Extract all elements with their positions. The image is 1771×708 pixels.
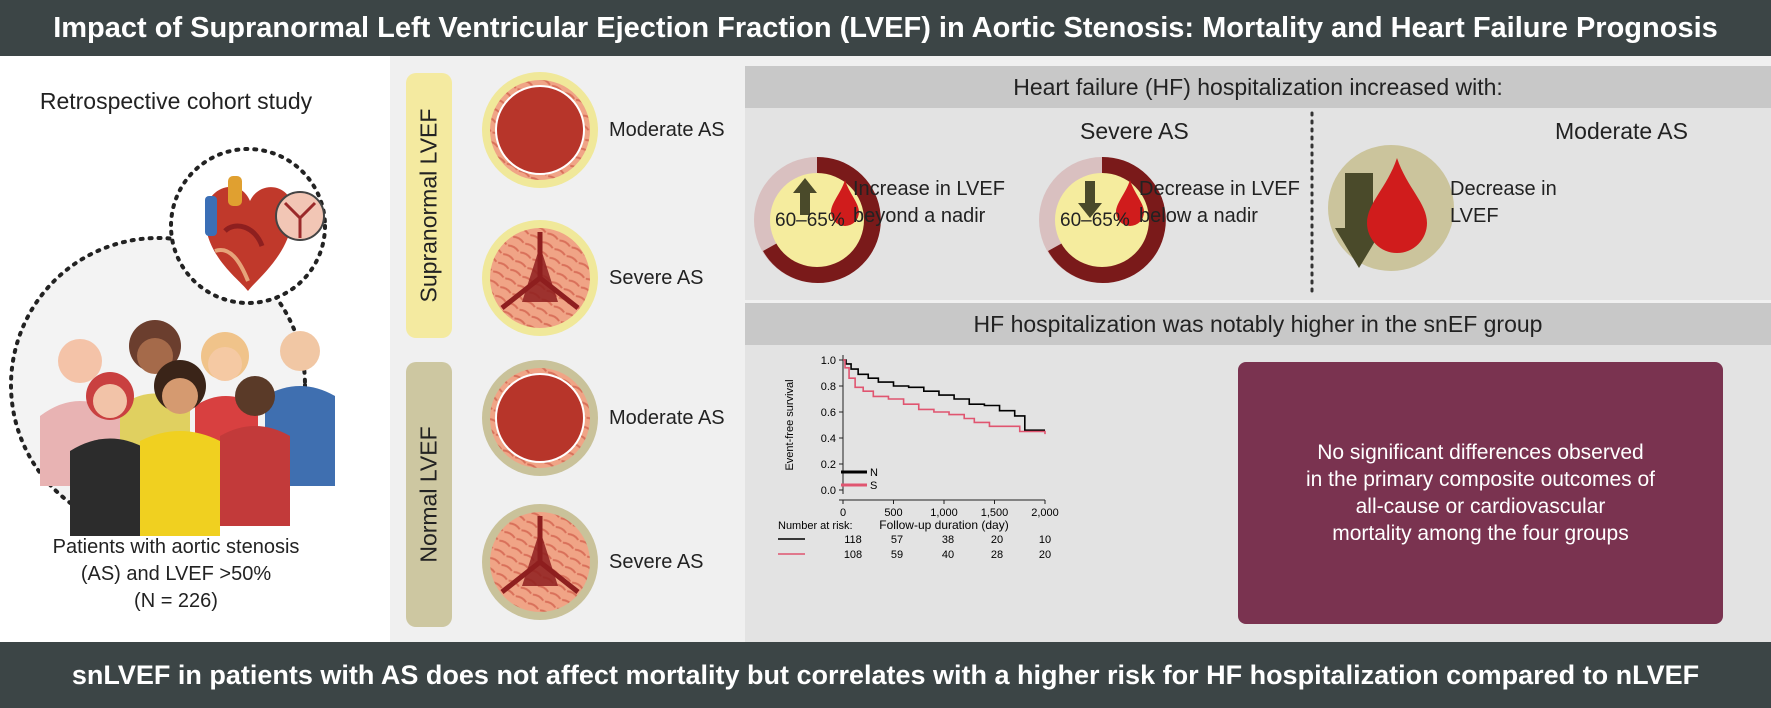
x-tick-label: 2,000 bbox=[1031, 507, 1059, 519]
valve-groups-panel: Supranormal LVEF Normal LVEF bbox=[390, 56, 820, 642]
risk-value: 38 bbox=[942, 534, 954, 546]
risk-value: 10 bbox=[1039, 534, 1051, 546]
valve-label-severe: Severe AS bbox=[609, 551, 704, 573]
risk-value: 57 bbox=[891, 534, 903, 546]
x-axis-label: Follow-up duration (day) bbox=[879, 518, 1008, 532]
risk-value: 118 bbox=[844, 534, 862, 546]
donut-decrease-icon bbox=[1039, 156, 1166, 283]
increase-desc: Increase in LVEF beyond a nadir bbox=[853, 176, 1005, 230]
patients-illustration bbox=[9, 147, 335, 536]
note-line: mortality among the four groups bbox=[1332, 522, 1629, 545]
risk-value: 108 bbox=[844, 549, 862, 561]
decrease-desc-line: below a nadir bbox=[1139, 205, 1258, 227]
km-header: HF hospitalization was notably higher in… bbox=[745, 303, 1771, 345]
cohort-panel: Retrospective cohort study bbox=[0, 56, 390, 642]
legend-label-n: N bbox=[870, 467, 878, 479]
hf-donuts bbox=[754, 111, 1454, 298]
y-tick-label: 0.6 bbox=[821, 407, 836, 419]
cohort-caption-line: (N = 226) bbox=[134, 590, 218, 612]
valve-illustrations bbox=[482, 72, 598, 620]
hf-increase-panel: Severe AS Moderate AS bbox=[745, 108, 1771, 300]
cohort-caption: Patients with aortic stenosis (AS) and L… bbox=[0, 534, 352, 615]
cohort-caption-line: (AS) and LVEF >50% bbox=[80, 563, 272, 585]
number-at-risk-label: Number at risk: bbox=[778, 520, 853, 532]
moderate-as-title: Moderate AS bbox=[1555, 118, 1688, 144]
people-group bbox=[40, 320, 335, 536]
severe-as-title: Severe AS bbox=[1080, 118, 1189, 144]
page-title: Impact of Supranormal Left Ventricular E… bbox=[0, 0, 1771, 56]
x-tick-label: 1,500 bbox=[981, 507, 1009, 519]
moderate-decrease-line: LVEF bbox=[1450, 205, 1499, 227]
risk-value: 59 bbox=[891, 549, 903, 561]
x-tick-label: 0 bbox=[840, 507, 846, 519]
km-chart: 0.0 0.2 0.4 0.6 0.8 1.0 0 500 1,000 1,500 2,000 Eve… bbox=[778, 355, 1059, 561]
note-line: all-cause or cardiovascular bbox=[1355, 495, 1606, 518]
valve-severe-icon bbox=[482, 504, 598, 620]
range-label: 60–65% bbox=[775, 210, 845, 231]
series-line-s bbox=[843, 359, 1046, 435]
x-tick-label: 500 bbox=[884, 507, 902, 519]
arrow-right-icon bbox=[350, 56, 390, 642]
heart-icon bbox=[205, 176, 294, 291]
note-line: in the primary composite outcomes of bbox=[1306, 468, 1655, 491]
y-tick-label: 0.8 bbox=[821, 381, 836, 393]
valve-label-severe: Severe AS bbox=[609, 267, 704, 289]
note-line: No significant differences observed bbox=[1317, 441, 1644, 464]
increase-desc-line: Increase in LVEF bbox=[853, 178, 1005, 200]
y-axis-label: Event-free survival bbox=[784, 379, 796, 470]
valve-moderate-icon bbox=[482, 72, 598, 188]
risk-value: 28 bbox=[991, 549, 1003, 561]
moderate-decrease-desc: Decrease in LVEF bbox=[1450, 176, 1557, 230]
range-label: 60–65% bbox=[1060, 210, 1130, 231]
cohort-caption-line: Patients with aortic stenosis bbox=[52, 536, 300, 558]
study-type-label: Retrospective cohort study bbox=[39, 88, 313, 114]
mortality-note: No significant differences observed in t… bbox=[1238, 362, 1723, 624]
y-tick-label: 0.4 bbox=[821, 433, 836, 445]
normal-lvef-pill: Normal LVEF bbox=[406, 362, 452, 627]
arrow-right-icon bbox=[720, 66, 752, 300]
moderate-decrease-line: Decrease in bbox=[1450, 178, 1557, 200]
risk-value: 20 bbox=[1039, 549, 1051, 561]
donut-increase-icon bbox=[754, 156, 881, 283]
y-tick-label: 0.0 bbox=[821, 485, 836, 497]
increase-desc-line: beyond a nadir bbox=[853, 205, 986, 227]
blood-drop-decrease-icon bbox=[1328, 145, 1454, 271]
valve-moderate-icon bbox=[482, 360, 598, 476]
hf-header: Heart failure (HF) hospitalization incre… bbox=[745, 66, 1771, 108]
series-line-n bbox=[843, 359, 1045, 431]
valve-label-moderate: Moderate AS bbox=[609, 119, 725, 141]
valve-label-moderate: Moderate AS bbox=[609, 407, 725, 429]
y-tick-label: 1.0 bbox=[821, 355, 836, 367]
legend-label-s: S bbox=[870, 480, 877, 492]
x-tick-label: 1,000 bbox=[930, 507, 958, 519]
y-tick-label: 0.2 bbox=[821, 459, 836, 471]
supranormal-lvef-pill: Supranormal LVEF bbox=[406, 73, 452, 338]
valve-severe-icon bbox=[482, 220, 598, 336]
decrease-desc-line: Decrease in LVEF bbox=[1139, 178, 1300, 200]
risk-value: 40 bbox=[942, 549, 954, 561]
risk-value: 20 bbox=[991, 534, 1003, 546]
decrease-desc: Decrease in LVEF below a nadir bbox=[1139, 176, 1300, 230]
conclusion-banner: snLVEF in patients with AS does not affe… bbox=[0, 642, 1771, 708]
